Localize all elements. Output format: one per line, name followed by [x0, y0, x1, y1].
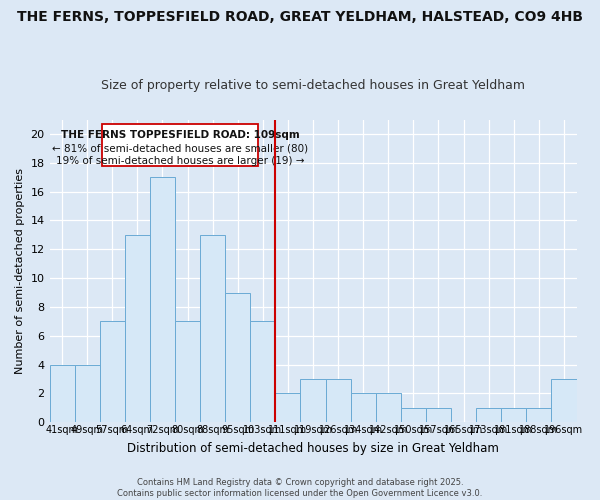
Bar [501, 408, 526, 422]
Text: ← 81% of semi-detached houses are smaller (80): ← 81% of semi-detached houses are smalle… [52, 144, 308, 154]
Bar [50, 364, 74, 422]
Bar [401, 408, 426, 422]
Bar [326, 379, 350, 422]
Bar [74, 364, 100, 422]
Bar [526, 408, 551, 422]
Text: Contains HM Land Registry data © Crown copyright and database right 2025.
Contai: Contains HM Land Registry data © Crown c… [118, 478, 482, 498]
Bar [150, 177, 175, 422]
Bar [275, 394, 301, 422]
Text: THE FERNS, TOPPESFIELD ROAD, GREAT YELDHAM, HALSTEAD, CO9 4HB: THE FERNS, TOPPESFIELD ROAD, GREAT YELDH… [17, 10, 583, 24]
Title: Size of property relative to semi-detached houses in Great Yeldham: Size of property relative to semi-detach… [101, 79, 525, 92]
Text: 19% of semi-detached houses are larger (19) →: 19% of semi-detached houses are larger (… [56, 156, 304, 166]
Bar [125, 235, 150, 422]
Bar [250, 322, 275, 422]
Text: THE FERNS TOPPESFIELD ROAD: 109sqm: THE FERNS TOPPESFIELD ROAD: 109sqm [61, 130, 299, 140]
Bar [175, 322, 200, 422]
Bar [476, 408, 501, 422]
Bar [426, 408, 451, 422]
Bar [200, 235, 225, 422]
Bar [376, 394, 401, 422]
Y-axis label: Number of semi-detached properties: Number of semi-detached properties [15, 168, 25, 374]
FancyBboxPatch shape [102, 124, 258, 166]
Bar [551, 379, 577, 422]
X-axis label: Distribution of semi-detached houses by size in Great Yeldham: Distribution of semi-detached houses by … [127, 442, 499, 455]
Bar [100, 322, 125, 422]
Bar [301, 379, 326, 422]
Bar [225, 292, 250, 422]
Bar [350, 394, 376, 422]
